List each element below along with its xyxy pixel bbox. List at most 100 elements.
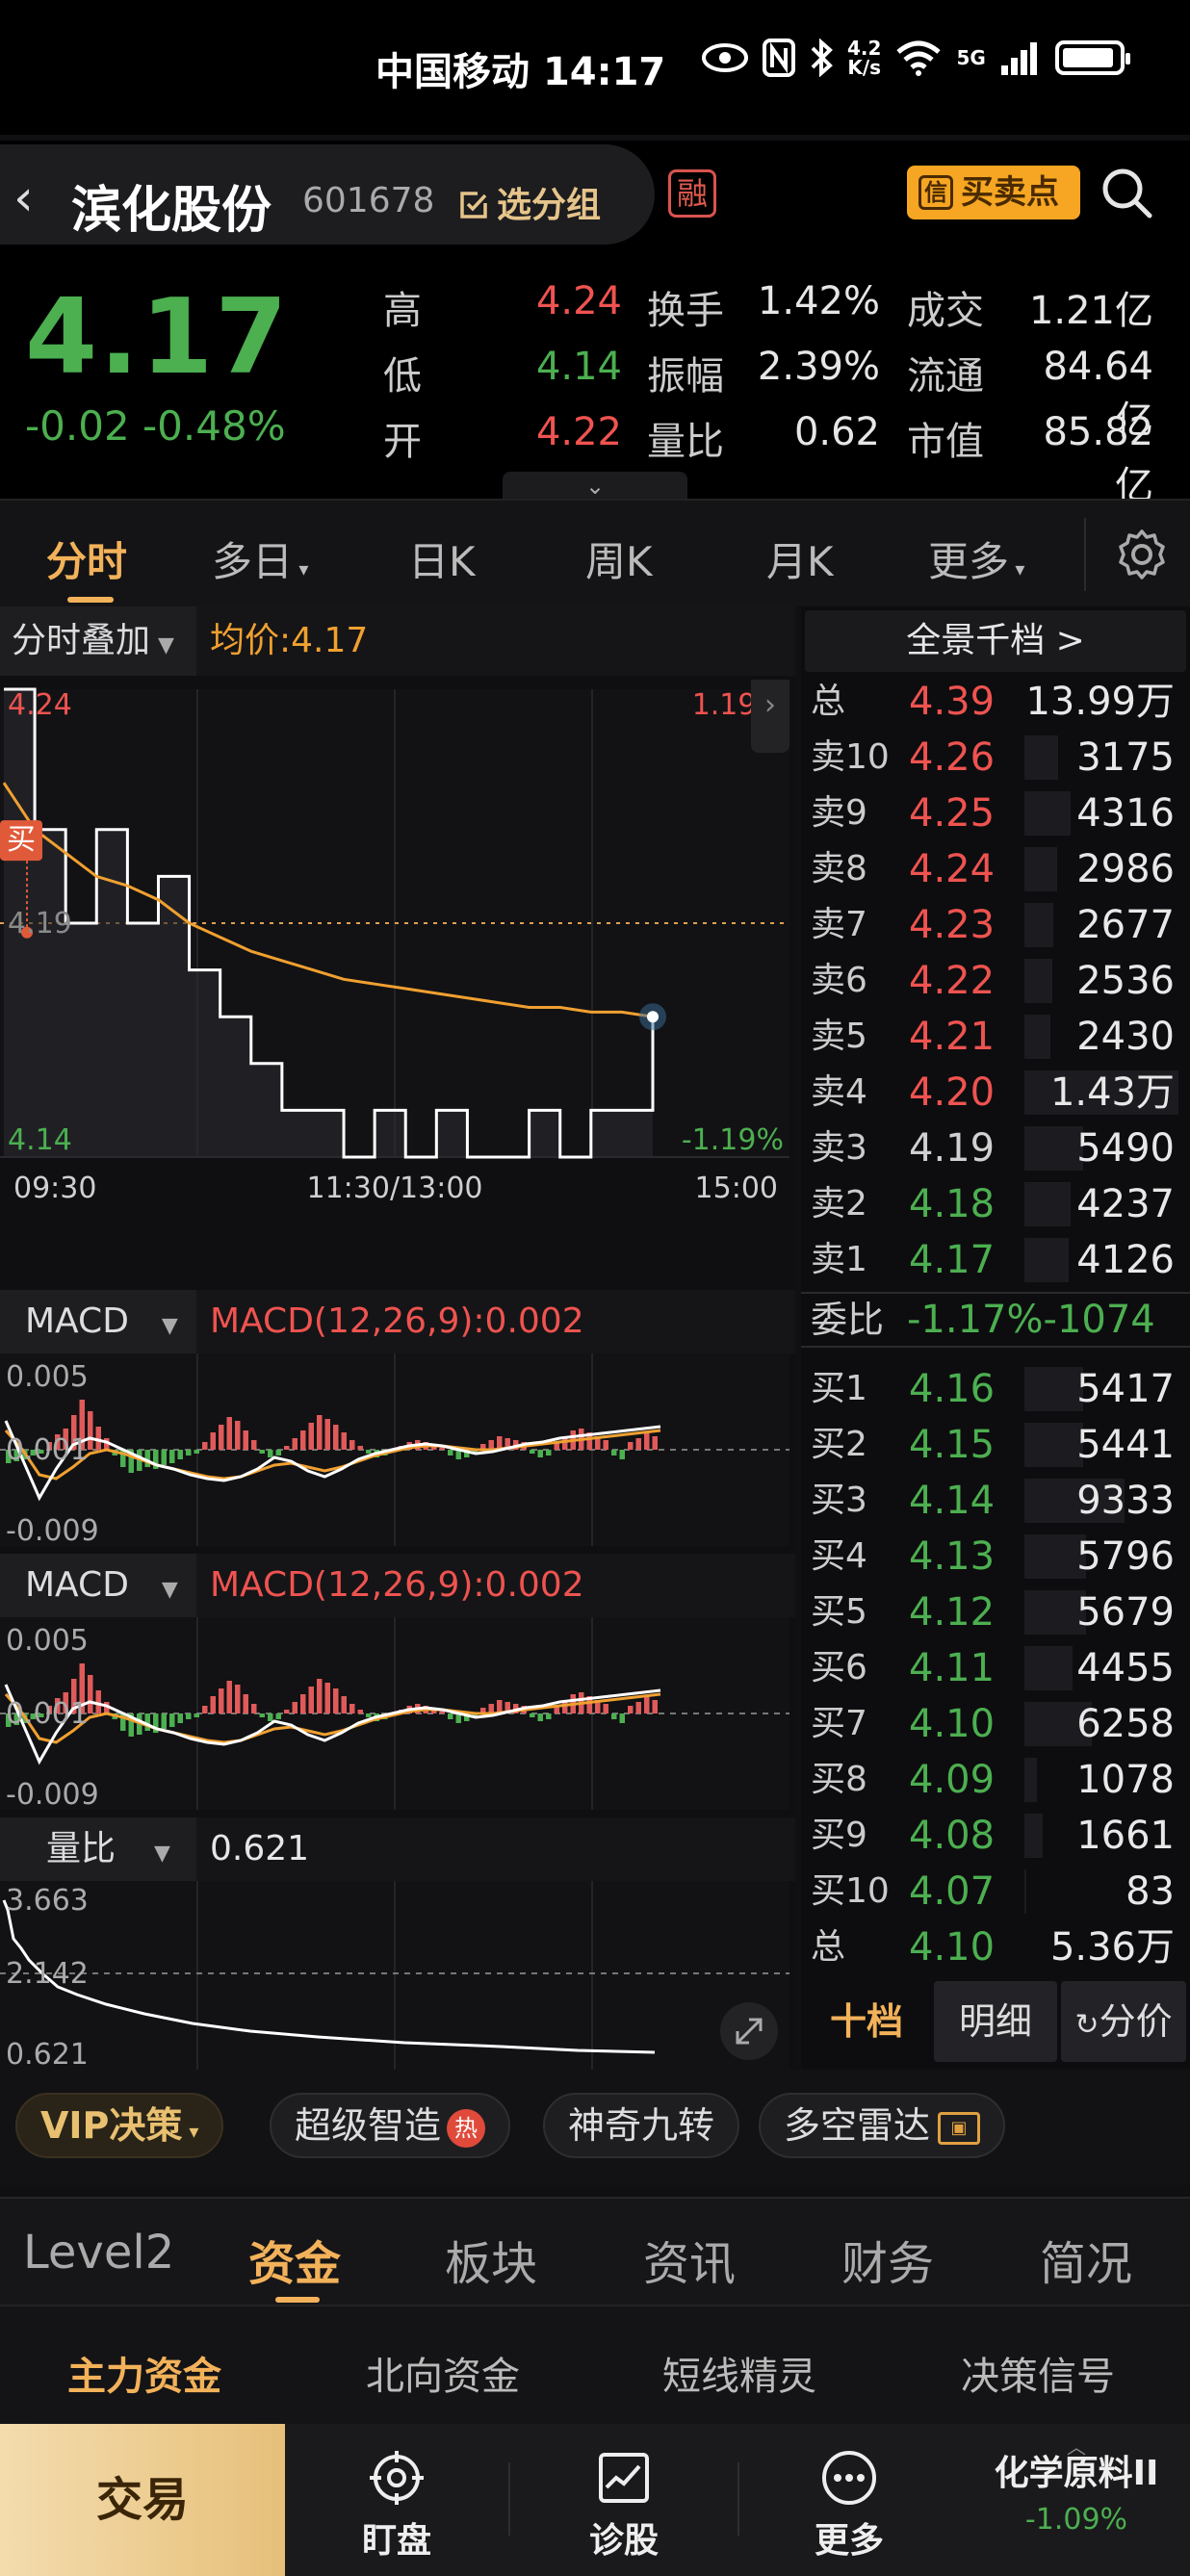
macd-dropdown-1[interactable]: MACD ▼ xyxy=(0,1290,196,1353)
macd-header-2: MACD ▼ MACD(12,26,9):0.002 xyxy=(0,1554,795,1617)
subtab-decision-signal[interactable]: 决策信号 xyxy=(961,2355,1115,2399)
buy-row[interactable]: 买1 4.16 5417 xyxy=(801,1361,1190,1417)
level-label: 总 xyxy=(811,682,846,721)
sell-row[interactable]: 卖2 4.18 4237 xyxy=(801,1176,1190,1232)
macd-bar xyxy=(13,1713,19,1725)
long-short-radar-button[interactable]: 多空雷达 ▣ xyxy=(759,2093,1006,2158)
macd-bar xyxy=(619,1450,625,1459)
subtab-north-funds[interactable]: 北向资金 xyxy=(366,2355,520,2399)
macd-bar xyxy=(488,1704,494,1713)
macd-bar xyxy=(562,1436,568,1450)
macd-bar xyxy=(210,1696,216,1713)
sell-row[interactable]: 卖6 4.22 2536 xyxy=(801,953,1190,1009)
super-manufacturing-button[interactable]: 超级智造热 xyxy=(270,2093,511,2158)
nav-watch[interactable]: 盯盘 xyxy=(300,2424,493,2576)
macd-chart-1[interactable]: 0.005 0.001 -0.009 xyxy=(0,1353,795,1556)
price-distribution-button[interactable]: ↻分价 xyxy=(1061,1981,1186,2062)
tab-more[interactable]: 更多 ▾ xyxy=(928,538,1025,585)
buy-row[interactable]: 买10 4.07 83 xyxy=(801,1864,1190,1919)
level-label: 卖7 xyxy=(811,905,867,944)
level-label: 买8 xyxy=(811,1760,867,1799)
macd-dropdown-2[interactable]: MACD ▼ xyxy=(0,1554,196,1617)
sector-indicator[interactable]: 化学原料II -1.09% xyxy=(994,2454,1159,2537)
macd-bar xyxy=(333,1425,339,1450)
sell-row[interactable]: 卖4 4.20 1.43万 xyxy=(801,1065,1190,1121)
tab-underline xyxy=(67,597,114,603)
level-price: 4.26 xyxy=(909,735,996,780)
buy-row[interactable]: 买2 4.15 5441 xyxy=(801,1417,1190,1473)
sell-row[interactable]: 卖5 4.21 2430 xyxy=(801,1009,1190,1065)
sell-row[interactable]: 卖3 4.19 5490 xyxy=(801,1121,1190,1176)
buy-row[interactable]: 买4 4.13 5796 xyxy=(801,1529,1190,1584)
buy-row[interactable]: 买6 4.11 4455 xyxy=(801,1640,1190,1696)
macd-chart-2[interactable]: 0.005 0.001 -0.009 xyxy=(0,1617,795,1819)
sell-row[interactable]: 卖8 4.24 2986 xyxy=(801,841,1190,897)
volume-bar xyxy=(1024,1015,1050,1059)
buysell-point-button[interactable]: 信 买卖点 xyxy=(907,166,1080,219)
tab-news[interactable]: 资讯 xyxy=(643,2237,737,2291)
tab-multiday[interactable]: 多日 ▾ xyxy=(212,538,309,585)
volume-bar xyxy=(1024,1534,1086,1579)
tab-finance[interactable]: 财务 xyxy=(841,2237,935,2291)
macd-bar xyxy=(349,1704,355,1713)
sell-row[interactable]: 卖10 4.26 3175 xyxy=(801,730,1190,786)
tab-weekly-k[interactable]: 周K xyxy=(585,538,653,585)
buy-row[interactable]: 买9 4.08 1661 xyxy=(801,1808,1190,1864)
level-volume: 4316 xyxy=(1076,791,1175,836)
tab-funds[interactable]: 资金 xyxy=(248,2237,342,2291)
expand-quote-chevron-icon[interactable]: ⌄ xyxy=(503,472,687,502)
gear-icon[interactable] xyxy=(1115,528,1169,581)
back-icon[interactable]: ‹ xyxy=(13,169,34,227)
ten-level-button[interactable]: 十档 xyxy=(829,2000,903,2043)
buy-row[interactable]: 买5 4.12 5679 xyxy=(801,1584,1190,1640)
level-volume: 1078 xyxy=(1076,1758,1175,1802)
macd-bar xyxy=(6,1450,12,1463)
level-volume: 4126 xyxy=(1076,1238,1175,1282)
tab-daily-k[interactable]: 日K xyxy=(408,538,476,585)
tab-intraday[interactable]: 分时 xyxy=(46,538,128,585)
tab-sector[interactable]: 板块 xyxy=(445,2237,538,2291)
sell-row[interactable]: 卖1 4.17 4126 xyxy=(801,1232,1190,1288)
level-volume: 5796 xyxy=(1076,1534,1175,1579)
macd-bar xyxy=(30,1713,36,1719)
buy-row[interactable]: 买3 4.14 9333 xyxy=(801,1473,1190,1529)
level-label: 买4 xyxy=(811,1536,867,1576)
detail-button[interactable]: 明细 xyxy=(934,1981,1057,2062)
buy-row[interactable]: 买7 4.10 6258 xyxy=(801,1696,1190,1752)
overlay-dropdown[interactable]: 分时叠加 ▼ xyxy=(0,606,196,676)
macd-bar xyxy=(317,1679,323,1713)
macd-bar xyxy=(619,1713,625,1723)
tab-monthly-k[interactable]: 月K xyxy=(766,538,834,585)
volume-ratio-chart[interactable]: 3.663 2.142 0.621 xyxy=(0,1881,795,2070)
macd-bar xyxy=(95,1690,101,1713)
subtab-short-term[interactable]: 短线精灵 xyxy=(662,2355,816,2399)
level-price: 4.24 xyxy=(909,847,996,891)
macd-bar xyxy=(652,1436,658,1450)
intraday-price-chart[interactable]: 买4.244.141.19%-1.19%4.19›09:30 11:30/13:0… xyxy=(0,680,795,1228)
trade-button[interactable]: 交易 xyxy=(0,2424,285,2576)
ratio-dropdown[interactable]: 量比 ▼ xyxy=(0,1817,196,1881)
subtab-main-funds[interactable]: 主力资金 xyxy=(67,2355,221,2399)
macd-bar xyxy=(104,1702,110,1713)
right-chevron-icon: › xyxy=(764,688,776,722)
level-volume: 83 xyxy=(1125,1869,1175,1914)
margin-badge[interactable]: 融 xyxy=(668,169,716,218)
macd-bar xyxy=(169,1450,175,1463)
total-buy-row[interactable]: 总 4.10 5.36万 xyxy=(801,1919,1190,1975)
macd-bar xyxy=(464,1450,470,1457)
sell-row[interactable]: 卖7 4.23 2677 xyxy=(801,897,1190,953)
nav-diagnose[interactable]: 诊股 xyxy=(528,2424,720,2576)
macd-bar xyxy=(202,1442,208,1450)
nine-turn-button[interactable]: 神奇九转 xyxy=(543,2093,740,2158)
nav-more[interactable]: 更多 xyxy=(753,2424,945,2576)
search-icon[interactable] xyxy=(1098,164,1155,221)
select-group-button[interactable]: 选分组 xyxy=(458,177,601,227)
tab-overview[interactable]: 简况 xyxy=(1040,2237,1133,2291)
buy-row[interactable]: 买8 4.09 1078 xyxy=(801,1752,1190,1808)
full-depth-button[interactable]: 全景千档 > xyxy=(805,610,1186,672)
macd-bar xyxy=(603,1704,608,1713)
sell-row[interactable]: 卖9 4.25 4316 xyxy=(801,786,1190,841)
total-sell-row[interactable]: 总 4.39 13.99万 xyxy=(801,674,1190,730)
tab-level2[interactable]: Level2 xyxy=(23,2226,175,2280)
vip-decision-button[interactable]: VIP决策 ▾ xyxy=(15,2093,224,2158)
